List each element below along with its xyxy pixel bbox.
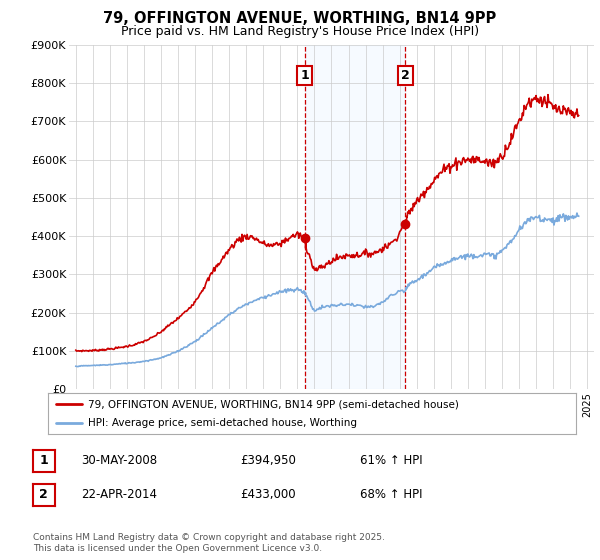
Text: 2: 2 [401, 69, 410, 82]
Text: £394,950: £394,950 [240, 454, 296, 467]
Text: Price paid vs. HM Land Registry's House Price Index (HPI): Price paid vs. HM Land Registry's House … [121, 25, 479, 38]
Bar [305, 45, 406, 389]
Text: HPI: Average price, semi-detached house, Worthing: HPI: Average price, semi-detached house,… [88, 418, 356, 428]
Text: 30-MAY-2008: 30-MAY-2008 [81, 454, 157, 467]
Text: 79, OFFINGTON AVENUE, WORTHING, BN14 9PP (semi-detached house): 79, OFFINGTON AVENUE, WORTHING, BN14 9PP… [88, 399, 458, 409]
Text: 2: 2 [40, 488, 48, 501]
Text: 22-APR-2014: 22-APR-2014 [81, 488, 157, 501]
Text: 1: 1 [40, 454, 48, 467]
Text: 68% ↑ HPI: 68% ↑ HPI [360, 488, 422, 501]
Text: £433,000: £433,000 [240, 488, 296, 501]
Text: 61% ↑ HPI: 61% ↑ HPI [360, 454, 422, 467]
Text: 79, OFFINGTON AVENUE, WORTHING, BN14 9PP: 79, OFFINGTON AVENUE, WORTHING, BN14 9PP [103, 11, 497, 26]
Text: 1: 1 [300, 69, 309, 82]
Text: Contains HM Land Registry data © Crown copyright and database right 2025.
This d: Contains HM Land Registry data © Crown c… [33, 533, 385, 553]
